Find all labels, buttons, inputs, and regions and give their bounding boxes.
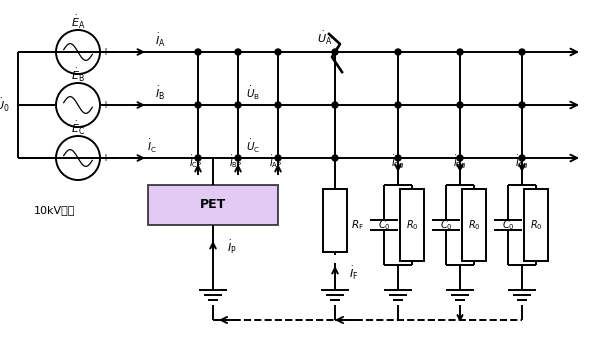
Text: $\dot{I}_{\mathrm{Ag}}$: $\dot{I}_{\mathrm{Ag}}$	[515, 153, 529, 171]
Circle shape	[457, 49, 463, 55]
Text: $\dot{I}_{\mathrm{F}}$: $\dot{I}_{\mathrm{F}}$	[349, 264, 358, 282]
Circle shape	[395, 155, 401, 161]
Text: $\dot{I}_{\mathrm{BP}}$: $\dot{I}_{\mathrm{BP}}$	[230, 154, 242, 171]
Text: $\dot{I}_{\mathrm{AP}}$: $\dot{I}_{\mathrm{AP}}$	[269, 154, 283, 171]
Circle shape	[275, 49, 281, 55]
Bar	[148, 185, 278, 225]
Text: $\dot{I}_{\mathrm{A}}$: $\dot{I}_{\mathrm{A}}$	[155, 32, 165, 48]
Text: $R_0$: $R_0$	[468, 218, 480, 232]
Text: $R_0$: $R_0$	[530, 218, 542, 232]
Text: $R_{\mathrm{F}}$: $R_{\mathrm{F}}$	[351, 218, 364, 232]
Text: $C_0$: $C_0$	[440, 218, 453, 232]
Text: $\dot{I}_{\mathrm{Cg}}$: $\dot{I}_{\mathrm{Cg}}$	[391, 153, 405, 171]
Circle shape	[395, 49, 401, 55]
Bar	[323, 188, 347, 252]
Text: −: −	[46, 47, 55, 57]
Text: $\dot{I}_{\mathrm{Bg}}$: $\dot{I}_{\mathrm{Bg}}$	[453, 153, 467, 171]
Circle shape	[275, 155, 281, 161]
Circle shape	[332, 49, 338, 55]
Text: $C_0$: $C_0$	[378, 218, 391, 232]
Text: $\dot{I}_{\mathrm{CP}}$: $\dot{I}_{\mathrm{CP}}$	[189, 154, 203, 171]
Text: $\dot{E}_{\mathrm{C}}$: $\dot{E}_{\mathrm{C}}$	[71, 119, 85, 137]
Circle shape	[235, 155, 241, 161]
Text: 10kV电网: 10kV电网	[34, 205, 76, 215]
Text: $\dot{E}_{\mathrm{B}}$: $\dot{E}_{\mathrm{B}}$	[71, 66, 85, 83]
Circle shape	[235, 49, 241, 55]
Circle shape	[332, 102, 338, 108]
Text: −: −	[46, 153, 55, 163]
Text: +: +	[101, 47, 109, 57]
Circle shape	[195, 49, 201, 55]
Text: $\dot{I}_{\mathrm{B}}$: $\dot{I}_{\mathrm{B}}$	[155, 84, 165, 102]
Text: $\dot{U}_{\mathrm{C}}$: $\dot{U}_{\mathrm{C}}$	[246, 138, 260, 155]
Circle shape	[332, 155, 338, 161]
Text: $\dot{U}_{\mathrm{A}}$: $\dot{U}_{\mathrm{A}}$	[317, 29, 333, 46]
Bar	[524, 189, 548, 261]
Text: $\dot{U}_{\mathrm{B}}$: $\dot{U}_{\mathrm{B}}$	[246, 84, 260, 101]
Text: $\dot{I}_{\mathrm{P}}$: $\dot{I}_{\mathrm{P}}$	[227, 238, 237, 256]
Text: $R_0$: $R_0$	[406, 218, 418, 232]
Text: $\dot{E}_{\mathrm{A}}$: $\dot{E}_{\mathrm{A}}$	[71, 14, 85, 31]
Circle shape	[195, 102, 201, 108]
Text: +: +	[101, 153, 109, 163]
Circle shape	[519, 49, 525, 55]
Circle shape	[395, 102, 401, 108]
Text: −: −	[46, 100, 55, 110]
Text: PET: PET	[200, 199, 226, 212]
Circle shape	[457, 102, 463, 108]
Circle shape	[235, 102, 241, 108]
Text: $\dot{I}_{\mathrm{C}}$: $\dot{I}_{\mathrm{C}}$	[147, 138, 157, 155]
Circle shape	[519, 102, 525, 108]
Circle shape	[195, 155, 201, 161]
Circle shape	[519, 155, 525, 161]
Bar	[400, 189, 424, 261]
Text: $C_0$: $C_0$	[502, 218, 514, 232]
Bar	[462, 189, 486, 261]
Text: $\dot{U}_{0}$: $\dot{U}_{0}$	[0, 97, 10, 114]
Circle shape	[457, 155, 463, 161]
Text: +: +	[101, 100, 109, 110]
Circle shape	[275, 102, 281, 108]
